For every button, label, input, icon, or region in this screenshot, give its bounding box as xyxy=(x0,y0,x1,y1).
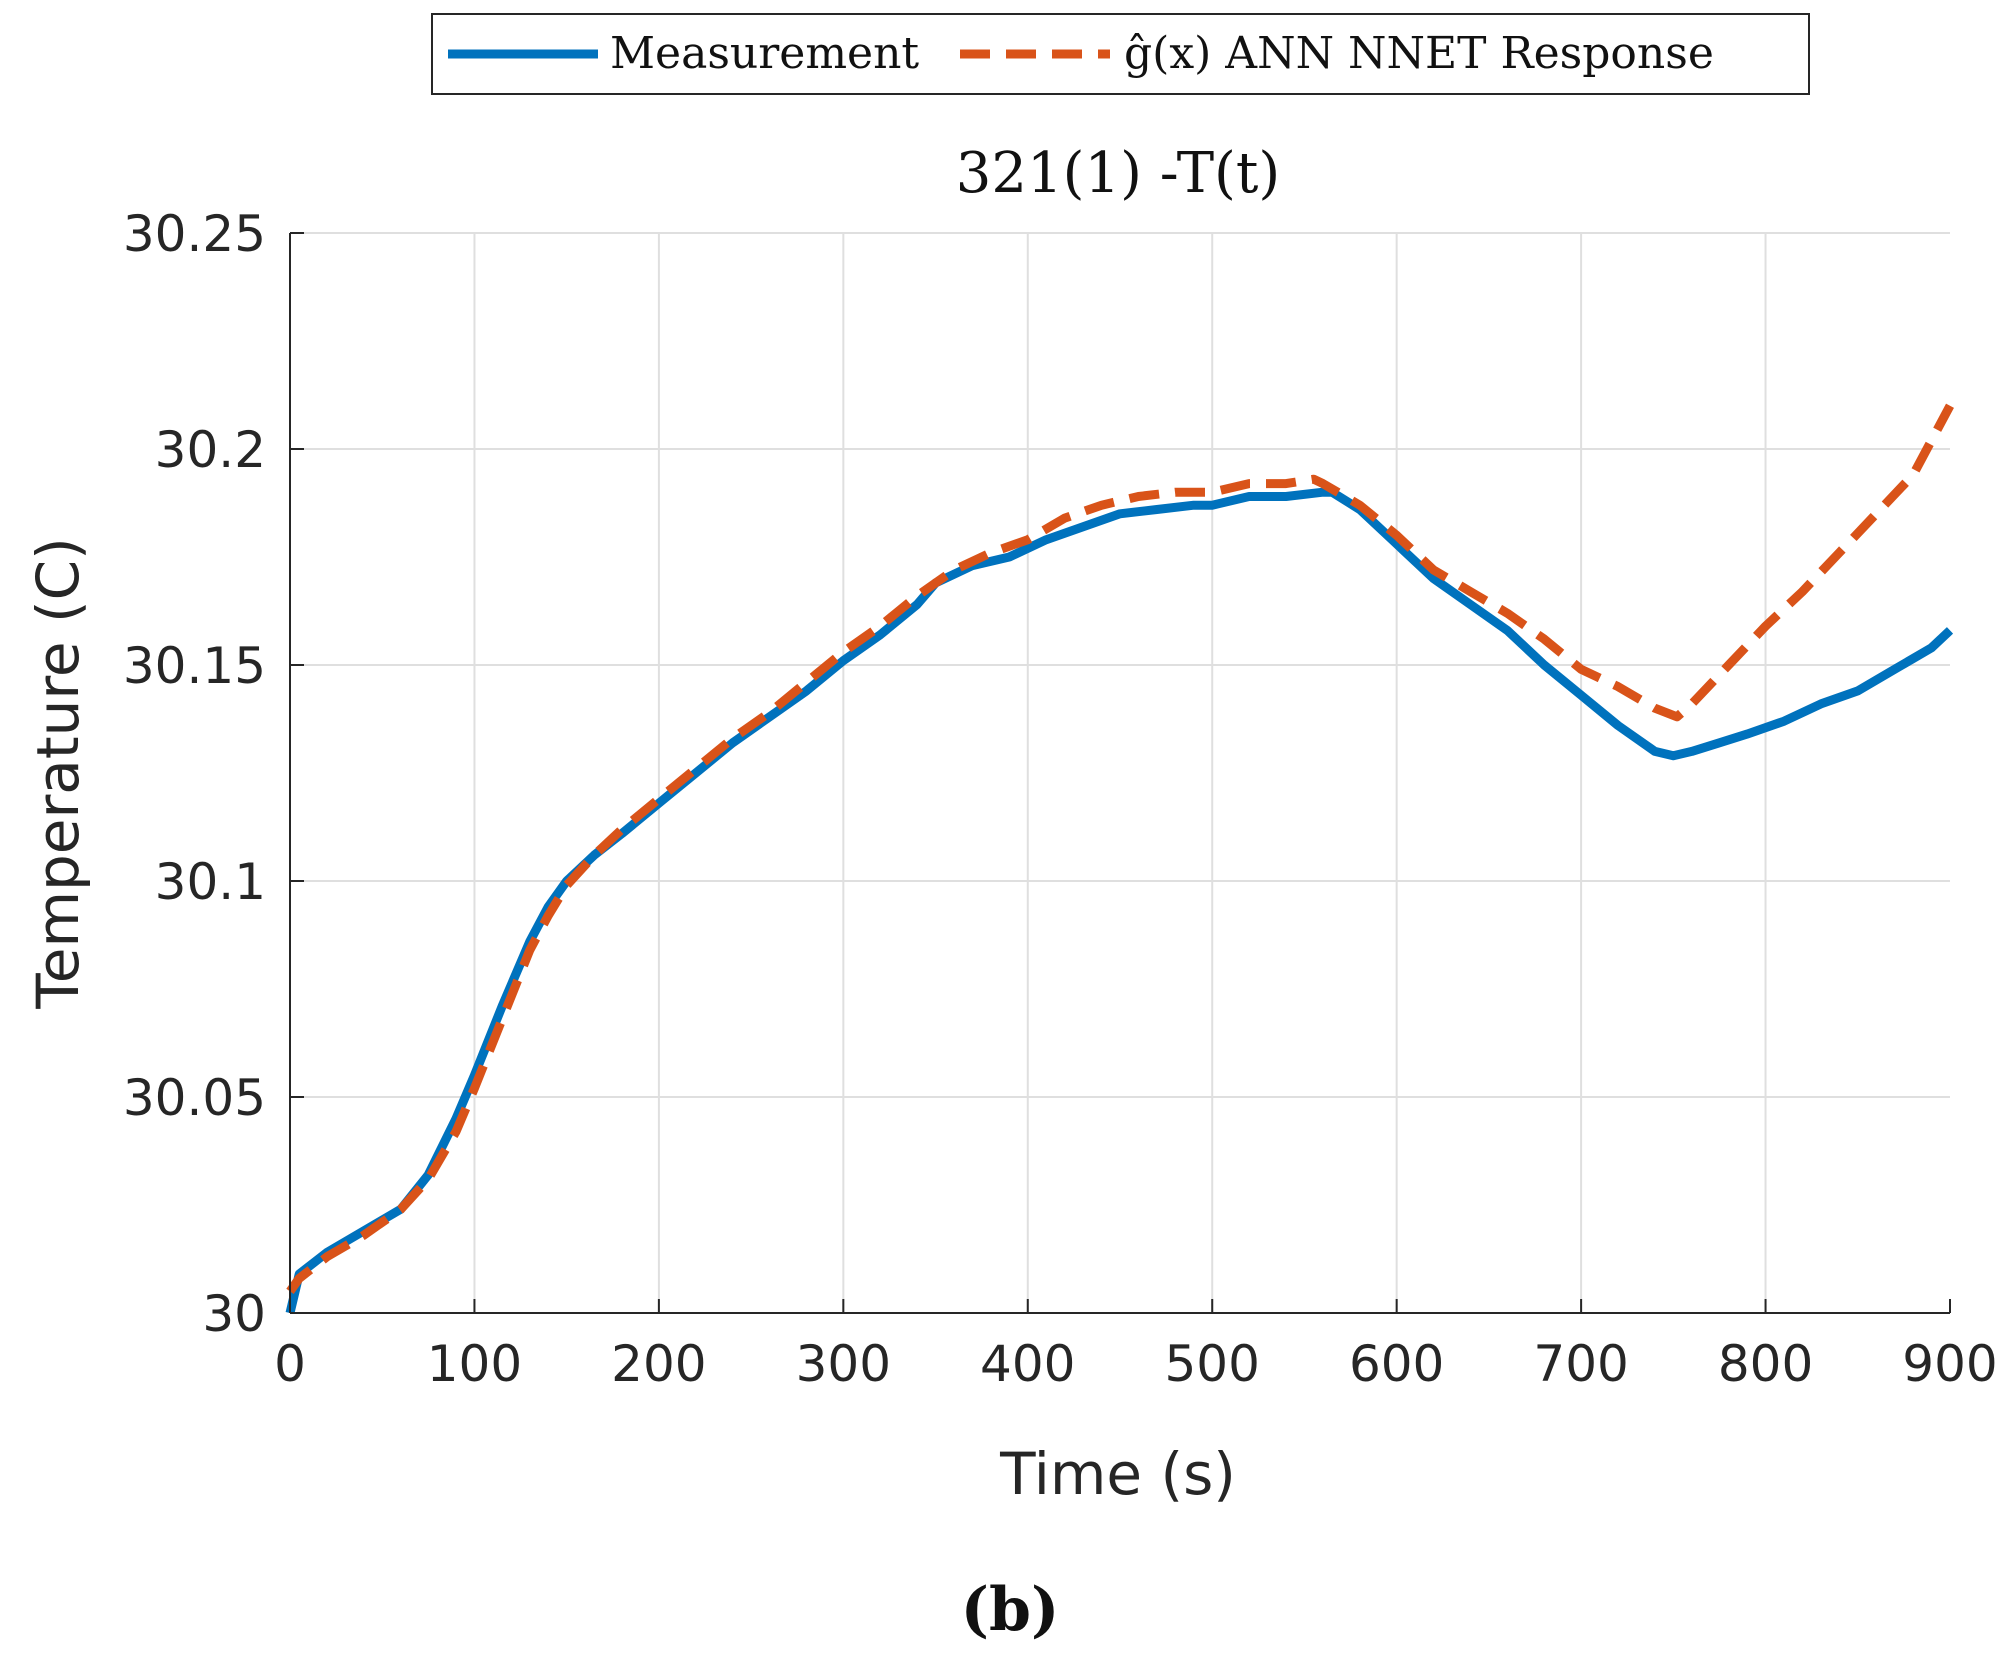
x-tick-label: 300 xyxy=(796,1335,891,1393)
legend-label-ann: ĝ(x) ANN NNET Response xyxy=(1124,28,1714,79)
chart-title: 321(1) -T(t) xyxy=(956,141,1281,206)
legend-box xyxy=(431,13,1810,95)
legend-label-measurement: Measurement xyxy=(610,28,919,79)
x-tick-label: 600 xyxy=(1349,1335,1444,1393)
x-tick-label: 0 xyxy=(274,1335,306,1393)
x-tick-label: 700 xyxy=(1533,1335,1628,1393)
y-tick-label: 30.2 xyxy=(155,421,266,479)
x-tick-labels: 0 100 200 300 400 500 600 700 800 900 xyxy=(274,1335,1998,1393)
y-axis-label: Temperature (C) xyxy=(24,537,92,1010)
axes xyxy=(289,232,1951,1314)
x-tick-label: 800 xyxy=(1718,1335,1813,1393)
y-tick-label: 30.05 xyxy=(123,1069,266,1127)
x-tick-label: 900 xyxy=(1902,1335,1997,1393)
x-tick-label: 500 xyxy=(1165,1335,1260,1393)
y-tick-label: 30 xyxy=(202,1285,266,1343)
x-axis-label: Time (s) xyxy=(999,1440,1236,1508)
series-group xyxy=(285,403,1954,1315)
legend: Measurement ĝ(x) ANN NNET Response xyxy=(431,13,1810,95)
x-tick-label: 100 xyxy=(427,1335,522,1393)
x-tick-label: 200 xyxy=(611,1335,706,1393)
y-tick-label: 30.1 xyxy=(155,853,266,911)
y-tick-label: 30.15 xyxy=(123,637,266,695)
y-tick-label: 30.25 xyxy=(123,205,266,263)
y-tick-labels: 30 30.05 30.1 30.15 30.2 30.25 xyxy=(123,205,266,1343)
panel-label: (b) xyxy=(961,1575,1060,1645)
x-tick-label: 400 xyxy=(980,1335,1075,1393)
grid xyxy=(290,232,1950,1313)
series-line-ann-response xyxy=(286,403,1954,1294)
